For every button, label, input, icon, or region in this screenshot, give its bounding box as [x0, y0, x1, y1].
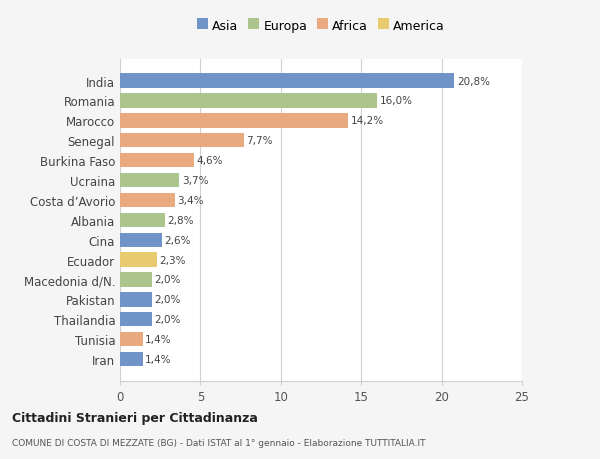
Text: 4,6%: 4,6% [196, 156, 223, 166]
Text: 20,8%: 20,8% [457, 77, 490, 86]
Bar [120, 213, 165, 228]
Bar [120, 134, 244, 148]
Text: COMUNE DI COSTA DI MEZZATE (BG) - Dati ISTAT al 1° gennaio - Elaborazione TUTTIT: COMUNE DI COSTA DI MEZZATE (BG) - Dati I… [12, 438, 425, 448]
Text: 2,6%: 2,6% [164, 235, 191, 245]
Bar [120, 193, 175, 207]
Text: 2,0%: 2,0% [155, 314, 181, 325]
Bar [120, 332, 143, 347]
Text: Cittadini Stranieri per Cittadinanza: Cittadini Stranieri per Cittadinanza [12, 412, 258, 425]
Bar [120, 233, 162, 247]
Text: 3,7%: 3,7% [182, 176, 208, 185]
Bar [120, 154, 194, 168]
Bar [120, 352, 143, 366]
Bar [120, 94, 377, 108]
Text: 1,4%: 1,4% [145, 354, 172, 364]
Text: 2,0%: 2,0% [155, 275, 181, 285]
Bar [120, 174, 179, 188]
Text: 1,4%: 1,4% [145, 335, 172, 344]
Bar [120, 273, 152, 287]
Text: 14,2%: 14,2% [351, 116, 384, 126]
Text: 3,4%: 3,4% [177, 196, 203, 206]
Text: 16,0%: 16,0% [380, 96, 413, 106]
Text: 7,7%: 7,7% [246, 136, 273, 146]
Bar [120, 74, 454, 89]
Bar [120, 253, 157, 267]
Text: 2,8%: 2,8% [167, 215, 194, 225]
Text: 2,0%: 2,0% [155, 295, 181, 305]
Bar [120, 292, 152, 307]
Bar [120, 313, 152, 327]
Bar [120, 114, 349, 128]
Text: 2,3%: 2,3% [160, 255, 186, 265]
Legend: Asia, Europa, Africa, America: Asia, Europa, Africa, America [192, 15, 450, 38]
